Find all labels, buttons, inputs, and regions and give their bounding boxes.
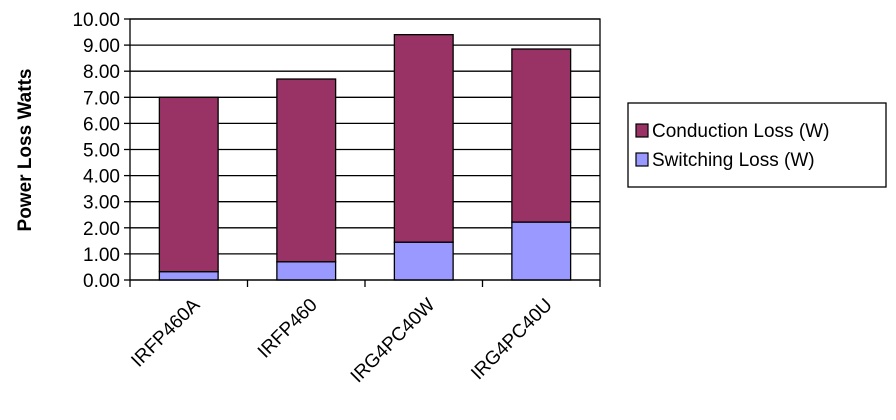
y-tick-label: 5.00 (83, 141, 120, 162)
legend-swatch (635, 152, 649, 167)
y-tick-labels: 0.00 1.00 2.00 3.00 4.00 5.00 6.00 7.00 8.00 9.00… (72, 10, 120, 292)
legend-label: Switching Loss (W) (652, 150, 815, 171)
bar-segment (393, 34, 454, 243)
bar-segment (393, 241, 454, 281)
y-tick-label: 8.00 (83, 62, 120, 83)
x-category-label: IRG4PC40U (467, 295, 557, 385)
y-tick-label: 9.00 (83, 36, 120, 57)
y-tick-label: 10.00 (72, 10, 120, 31)
y-tick-label: 0.00 (83, 271, 120, 292)
y-tick-label: 1.00 (83, 245, 120, 266)
x-category-label: IRFP460A (127, 294, 204, 371)
y-tick-label: 3.00 (83, 193, 120, 214)
bar-segment (276, 261, 337, 281)
legend: Conduction Loss (W) Switching Loss (W) (627, 102, 887, 188)
legend-swatch (635, 123, 649, 138)
x-category-labels: IRFP460A IRFP460 IRG4PC40W IRG4PC40U (127, 294, 556, 387)
legend-box (627, 102, 887, 188)
axes (124, 18, 601, 287)
bar-segment (276, 78, 337, 263)
bars (158, 34, 572, 281)
y-tick-label: 2.00 (83, 219, 120, 240)
y-tick-label: 4.00 (83, 167, 120, 188)
y-tick-label: 7.00 (83, 88, 120, 109)
legend-label: Conduction Loss (W) (652, 121, 829, 142)
bar-segment (158, 96, 219, 273)
x-category-label: IRFP460 (254, 295, 322, 363)
bar-segment (158, 270, 219, 281)
y-axis-label: Power Loss Watts (15, 69, 36, 232)
bar-segment (511, 221, 572, 281)
x-category-label: IRG4PC40W (347, 295, 440, 388)
bar-segment (511, 48, 572, 223)
y-tick-label: 6.00 (83, 114, 120, 135)
